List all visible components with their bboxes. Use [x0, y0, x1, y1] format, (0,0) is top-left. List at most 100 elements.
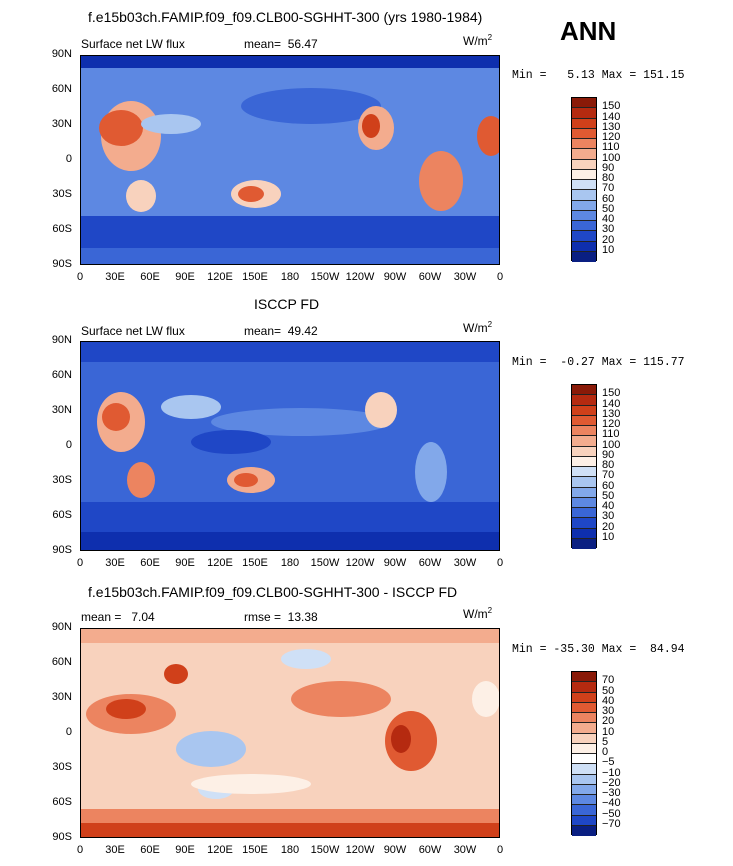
colorbar-swatch [572, 528, 596, 539]
colorbar-label: 20 [602, 715, 615, 728]
lon-tick-label: 120E [207, 271, 233, 283]
colorbar-label: −10 [602, 766, 621, 779]
panel-2-title: ISCCP FD [254, 296, 320, 312]
lon-tick-label: 0 [496, 271, 504, 283]
colorbar-swatch [572, 405, 596, 416]
colorbar-swatch [572, 456, 596, 467]
colorbar-label: 40 [602, 213, 615, 225]
lat-tick-label: 90N [51, 48, 72, 60]
colorbar-swatch [572, 446, 596, 457]
lon-tick-label: 150E [242, 557, 268, 569]
lon-tick-label: 0 [76, 844, 84, 856]
lon-tick-label: 180 [280, 271, 300, 283]
panel-2-map [80, 341, 500, 551]
lon-tick-label: 180 [280, 844, 300, 856]
panel-2-map-plot [81, 342, 499, 550]
colorbar-swatch [572, 180, 596, 191]
colorbar-label: 70 [602, 674, 615, 687]
lat-tick-label: 0 [65, 726, 72, 738]
colorbar-label: 140 [602, 397, 621, 410]
lon-tick-label: 30W [453, 271, 477, 283]
lon-tick-label: 120W [345, 557, 375, 569]
panel-3-map [80, 628, 500, 838]
colorbar-swatch [572, 713, 596, 724]
colorbar-label: 20 [602, 520, 615, 533]
colorbar-swatch [572, 795, 596, 806]
lat-tick-label: 30S [52, 188, 72, 200]
colorbar-swatch [572, 477, 596, 488]
lon-tick-label: 60W [418, 557, 442, 569]
colorbar-label: −20 [602, 776, 621, 789]
colorbar-label: −30 [602, 787, 621, 799]
lat-tick-label: 30N [51, 404, 72, 416]
lon-tick-label: 150E [242, 271, 268, 283]
lon-tick-label: 120E [207, 844, 233, 856]
lat-tick-label: 30S [52, 761, 72, 773]
panel-3-minmax: Min = -35.30 Max = 84.94 [512, 643, 685, 656]
colorbar-label: 50 [602, 489, 615, 502]
lat-tick-label: 0 [65, 153, 72, 165]
lon-tick-label: 60E [140, 844, 160, 856]
lon-tick-label: 150W [310, 844, 340, 856]
panel-1-title: f.e15b03ch.FAMIP.f09_f09.CLB00-SGHHT-300… [88, 9, 483, 25]
colorbar-swatch [572, 784, 596, 795]
lon-tick-label: 30E [105, 557, 125, 569]
panel-1-units: W/m2 [463, 33, 493, 48]
lon-tick-label: 90W [383, 844, 407, 856]
lon-tick-label: 60E [140, 557, 160, 569]
lat-tick-label: 90N [51, 621, 72, 633]
colorbar-label: 50 [602, 684, 615, 697]
colorbar-label: −50 [602, 807, 621, 820]
lat-tick-label: 60S [52, 223, 72, 235]
colorbar-swatch [572, 805, 596, 816]
lat-tick-label: 30N [51, 118, 72, 130]
colorbar-label: 90 [602, 448, 615, 461]
colorbar-swatch [572, 702, 596, 713]
colorbar-label: 60 [602, 192, 615, 205]
colorbar-swatch [572, 743, 596, 754]
panel-3-mean-label: rmse = 13.38 [244, 610, 318, 624]
colorbar-swatch [572, 508, 596, 519]
colorbar-label: 30 [602, 223, 615, 236]
colorbar-swatch [572, 487, 596, 498]
colorbar-swatch [572, 98, 596, 109]
panel-3-left-label: mean = 7.04 [81, 610, 155, 624]
colorbar-label: 110 [602, 141, 620, 154]
panel-1-minmax: Min = 5.13 Max = 151.15 [512, 69, 685, 82]
lon-tick-label: 150E [242, 844, 268, 856]
lat-tick-label: 90N [51, 334, 72, 346]
lat-tick-label: 90S [52, 831, 72, 843]
colorbar-swatch [572, 467, 596, 478]
lon-tick-label: 90E [175, 271, 195, 283]
colorbar-swatch [572, 426, 596, 437]
colorbar-swatch [572, 251, 596, 262]
lat-tick-label: 30S [52, 474, 72, 486]
colorbar-swatch [572, 733, 596, 744]
colorbar-label: 10 [602, 725, 615, 738]
colorbar-swatch [572, 139, 596, 150]
panel-2-units: W/m2 [463, 320, 493, 335]
colorbar-swatch [572, 764, 596, 775]
lat-tick-label: 60N [51, 369, 72, 381]
colorbar-label: 10 [602, 530, 615, 543]
panel-3-map-plot [81, 629, 499, 837]
colorbar-label: 20 [602, 233, 615, 246]
panel-2-minmax: Min = -0.27 Max = 115.77 [512, 356, 685, 369]
colorbar-swatch [572, 518, 596, 529]
colorbar-swatch [572, 128, 596, 139]
colorbar-swatch [572, 169, 596, 180]
lon-tick-label: 90W [383, 557, 407, 569]
colorbar-label: −70 [602, 817, 621, 830]
panel-1-map-plot [81, 56, 499, 264]
colorbar-swatch [572, 118, 596, 129]
colorbar-label: 120 [602, 418, 621, 430]
colorbar-swatch [572, 190, 596, 201]
lon-tick-label: 0 [496, 844, 504, 856]
colorbar-label: 140 [602, 110, 621, 123]
colorbar-label: 100 [602, 438, 621, 451]
lon-tick-label: 30E [105, 844, 125, 856]
colorbar-label: 50 [602, 202, 615, 215]
panel-3-units: W/m2 [463, 606, 493, 621]
lon-tick-label: 150W [310, 271, 340, 283]
colorbar-label: 30 [602, 510, 615, 523]
